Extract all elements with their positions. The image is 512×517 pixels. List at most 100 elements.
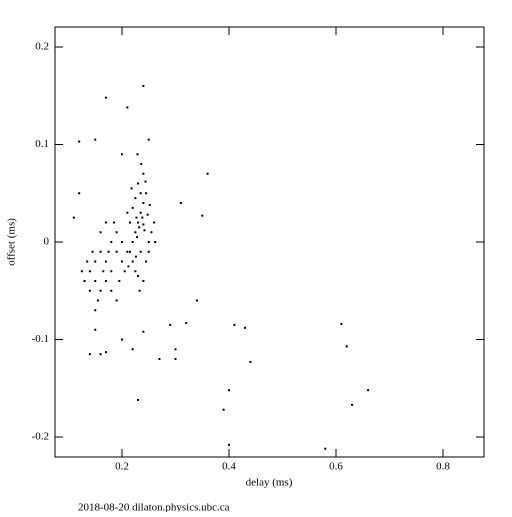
point (153, 221, 156, 224)
point (94, 309, 97, 312)
x-tick-label: 0.4 (222, 461, 236, 473)
point (142, 223, 145, 226)
point (112, 221, 115, 224)
y-axis-label: offset (ms) (6, 218, 18, 266)
point (134, 255, 137, 258)
point (88, 289, 91, 292)
point (120, 260, 123, 263)
point (179, 201, 182, 204)
point (145, 260, 148, 263)
point (83, 280, 86, 283)
point (129, 250, 132, 253)
point (158, 358, 161, 361)
point (136, 153, 139, 156)
point (169, 323, 172, 326)
point (88, 270, 91, 273)
y-tick-label: -0.1 (32, 333, 49, 345)
point (99, 250, 102, 253)
point (104, 260, 107, 263)
point (233, 323, 236, 326)
point (227, 389, 230, 392)
y-tick-label: -0.2 (32, 431, 49, 443)
point (78, 192, 81, 195)
point (120, 241, 123, 243)
point (135, 236, 138, 239)
point (91, 250, 94, 253)
point (120, 153, 123, 156)
point (138, 226, 141, 229)
point (148, 203, 151, 206)
point (147, 138, 150, 141)
point (88, 353, 91, 356)
point (139, 192, 142, 195)
point (104, 280, 107, 283)
x-tick-label: 0.2 (115, 461, 129, 473)
point (104, 221, 107, 224)
point (126, 106, 129, 109)
point (140, 162, 143, 165)
point (131, 206, 134, 209)
point (351, 403, 354, 406)
point (127, 265, 130, 268)
x-axis-label: delay (ms) (246, 477, 293, 489)
point (222, 408, 225, 411)
point (134, 231, 137, 234)
point (137, 275, 140, 278)
point (138, 289, 141, 292)
point (94, 328, 97, 331)
point (135, 216, 138, 219)
y-tick-label: 0 (44, 236, 50, 248)
point (120, 338, 123, 341)
point (110, 241, 113, 243)
point (146, 213, 149, 216)
point (104, 351, 107, 354)
point (72, 216, 75, 219)
point (142, 280, 145, 283)
point (142, 84, 145, 87)
point (86, 260, 89, 263)
point (115, 231, 118, 234)
point (94, 280, 97, 283)
y-tick-label: 0.1 (35, 138, 49, 150)
point (110, 270, 113, 273)
point (123, 270, 126, 273)
point (137, 398, 140, 401)
point (137, 221, 140, 224)
footer: 2018-08-20 dilaton.physics.ubc.ca (78, 502, 230, 512)
point (249, 360, 252, 363)
y-tick-label: 0.2 (35, 41, 49, 53)
point (142, 172, 145, 175)
point (131, 260, 134, 263)
point (174, 348, 177, 351)
point (185, 321, 188, 324)
point (141, 216, 144, 219)
point (145, 192, 148, 195)
point (174, 358, 177, 361)
point (131, 241, 134, 243)
point (139, 211, 142, 214)
point (115, 299, 118, 302)
point (195, 299, 198, 302)
point (144, 180, 147, 183)
point (150, 231, 153, 234)
point (107, 250, 110, 253)
x-tick-label: 0.6 (329, 461, 343, 473)
point (99, 353, 102, 356)
point (137, 182, 140, 185)
point (131, 348, 134, 351)
point (147, 250, 150, 253)
x-tick-label: 0.8 (436, 461, 450, 473)
point (134, 270, 137, 273)
point (104, 96, 107, 99)
point (99, 289, 102, 292)
point (130, 187, 133, 190)
point (96, 299, 99, 302)
point (340, 322, 343, 325)
point (142, 201, 145, 204)
point (94, 260, 97, 263)
point (143, 229, 146, 232)
point (126, 211, 129, 214)
point (324, 447, 327, 450)
point (110, 289, 113, 292)
